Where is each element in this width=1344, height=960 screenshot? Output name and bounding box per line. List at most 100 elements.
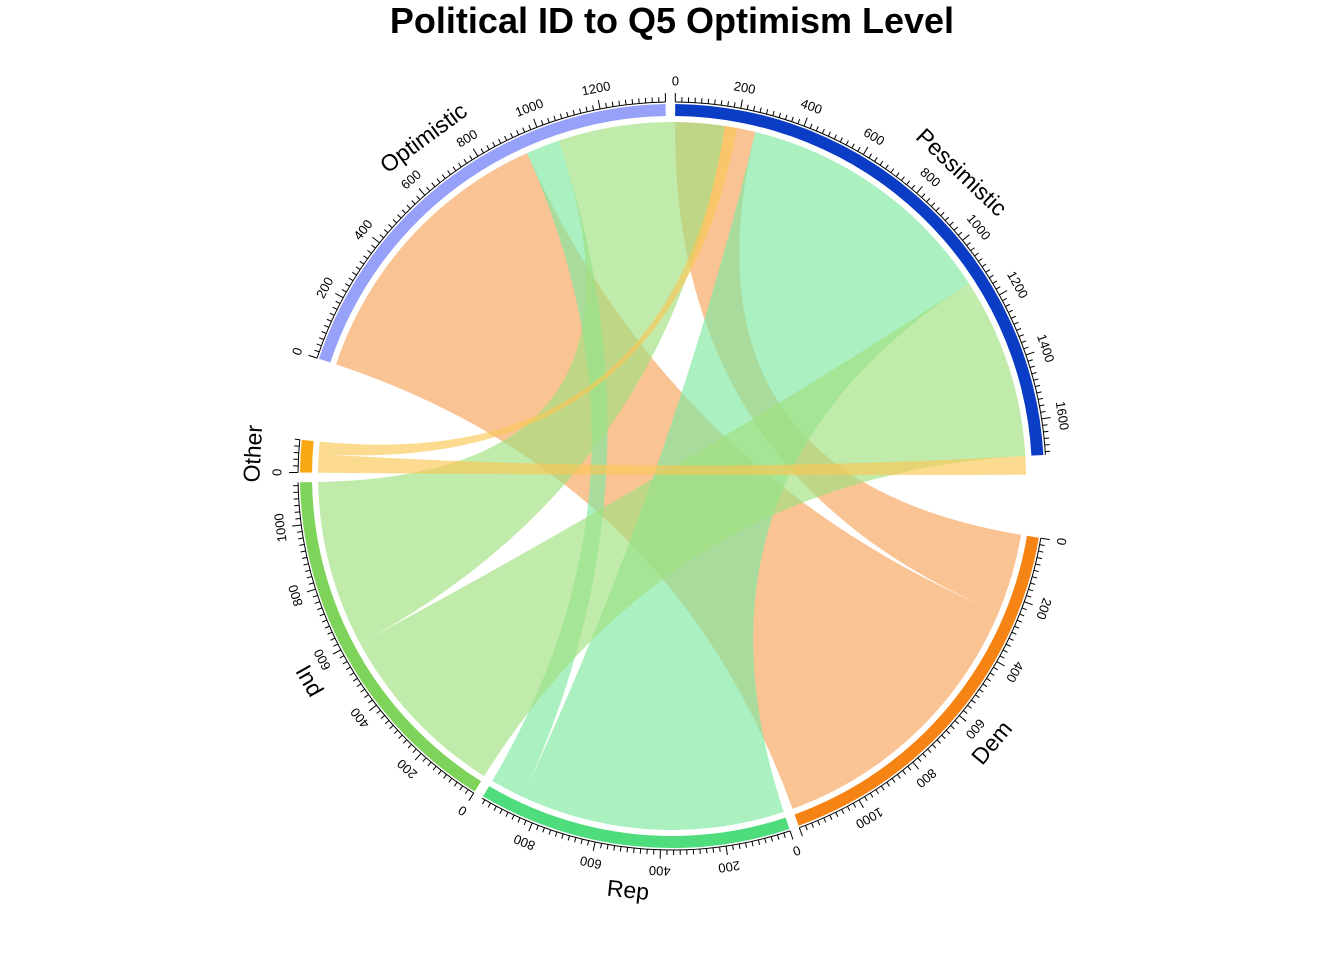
axis-tick bbox=[846, 806, 851, 811]
sector-axes: 0 200 400 600 800 1000 1200 1400 1600 0 200 400 600 8… bbox=[269, 73, 1072, 878]
axis-tick bbox=[967, 704, 972, 709]
axis-tick bbox=[327, 631, 333, 635]
axis-tick bbox=[469, 155, 473, 161]
tick-label-dem: 800 bbox=[913, 766, 939, 791]
axis-tick bbox=[809, 123, 813, 129]
axis-tick bbox=[738, 843, 741, 849]
axis-tick bbox=[966, 242, 971, 246]
tick-label-ind: 200 bbox=[394, 756, 420, 782]
axis-tick bbox=[1021, 340, 1027, 344]
axis-tick bbox=[833, 134, 837, 140]
tick-label-dem: 200 bbox=[1033, 596, 1054, 621]
axis-tick bbox=[580, 838, 583, 845]
axis-tick bbox=[536, 825, 539, 831]
axis-tick bbox=[1027, 359, 1033, 362]
axis-tick bbox=[926, 197, 931, 203]
axis-tick bbox=[777, 834, 780, 840]
axis-tick bbox=[845, 140, 849, 146]
axis-tick bbox=[574, 837, 577, 843]
axis-tick bbox=[384, 720, 390, 725]
axis-tick bbox=[443, 774, 447, 779]
axis-tick bbox=[416, 195, 421, 201]
axis-tick bbox=[1002, 649, 1008, 653]
axis-tick bbox=[352, 271, 357, 276]
tick-label-pessimistic: 0 bbox=[672, 73, 679, 88]
axis-tick bbox=[922, 753, 927, 758]
axis-tick bbox=[1019, 613, 1025, 617]
axis-tick bbox=[1016, 327, 1022, 331]
axis-tick bbox=[452, 166, 457, 172]
axis-tick bbox=[505, 811, 509, 817]
tick-label-optimistic: 0 bbox=[289, 346, 306, 358]
axis-tick bbox=[600, 843, 603, 849]
axis-tick bbox=[740, 99, 743, 109]
tick-label-dem: 400 bbox=[1003, 659, 1027, 685]
axis-tick bbox=[778, 112, 782, 118]
axis-tick bbox=[1041, 416, 1051, 420]
axis-tick bbox=[896, 774, 901, 779]
axis-tick bbox=[864, 796, 868, 802]
axis-tick bbox=[300, 550, 306, 553]
axis-tick bbox=[308, 354, 318, 359]
axis-tick bbox=[441, 174, 446, 179]
tick-label-optimistic: 400 bbox=[350, 217, 375, 243]
axis-tick bbox=[1036, 391, 1042, 394]
axis-tick bbox=[566, 111, 569, 117]
axis-tick bbox=[930, 202, 936, 207]
axis-tick bbox=[940, 211, 945, 217]
axis-tick bbox=[383, 229, 389, 234]
axis-tick bbox=[1002, 297, 1008, 302]
chord-ind-pessimistic bbox=[360, 283, 1026, 777]
axis-tick bbox=[1042, 424, 1048, 426]
axis-tick bbox=[364, 694, 369, 698]
axis-tick bbox=[797, 118, 801, 124]
axis-tick bbox=[355, 266, 361, 270]
axis-tick bbox=[318, 337, 324, 340]
axis-tick bbox=[829, 814, 833, 820]
axis-tick bbox=[719, 846, 721, 852]
axis-tick bbox=[879, 160, 884, 166]
axis-tick bbox=[817, 820, 821, 826]
tick-label-ind: 400 bbox=[347, 705, 372, 731]
axis-tick bbox=[1035, 384, 1041, 388]
axis-tick bbox=[999, 655, 1005, 659]
axis-tick bbox=[314, 601, 320, 604]
axis-tick bbox=[857, 146, 861, 152]
axis-tick bbox=[319, 613, 325, 617]
axis-tick bbox=[349, 672, 355, 676]
axis-tick bbox=[345, 283, 350, 287]
axis-tick bbox=[542, 827, 545, 833]
tick-label-dem: 0 bbox=[1054, 537, 1070, 547]
axis-tick bbox=[480, 148, 484, 154]
axis-tick bbox=[468, 792, 475, 801]
axis-tick bbox=[911, 184, 916, 190]
axis-tick bbox=[890, 168, 895, 173]
axis-tick bbox=[611, 101, 614, 107]
axis-tick bbox=[499, 809, 503, 814]
axis-tick bbox=[299, 544, 305, 546]
tick-label-rep: 600 bbox=[579, 853, 603, 872]
tick-label-pessimistic: 400 bbox=[799, 96, 825, 118]
axis-tick bbox=[335, 293, 344, 299]
axis-tick bbox=[931, 744, 937, 749]
axis-tick bbox=[982, 683, 988, 688]
axis-tick bbox=[745, 842, 748, 848]
axis-tick bbox=[970, 247, 975, 252]
axis-tick bbox=[321, 331, 327, 334]
axis-tick bbox=[1005, 643, 1011, 647]
tick-label-dem: 1000 bbox=[853, 804, 886, 831]
axis-tick bbox=[950, 725, 955, 730]
axis-tick bbox=[1035, 563, 1041, 566]
axis-tick bbox=[522, 127, 526, 133]
axis-tick bbox=[746, 104, 749, 110]
chord-other-pessimistic bbox=[318, 454, 1026, 476]
axis-tick bbox=[472, 148, 479, 157]
axis-tick bbox=[540, 120, 544, 126]
axis-tick bbox=[789, 830, 794, 840]
axis-other bbox=[297, 439, 301, 473]
axis-tick bbox=[624, 99, 627, 105]
axis-tick bbox=[1037, 397, 1044, 400]
axis-tick bbox=[427, 761, 432, 767]
axis-tick bbox=[757, 839, 761, 845]
sector-other bbox=[300, 439, 314, 473]
